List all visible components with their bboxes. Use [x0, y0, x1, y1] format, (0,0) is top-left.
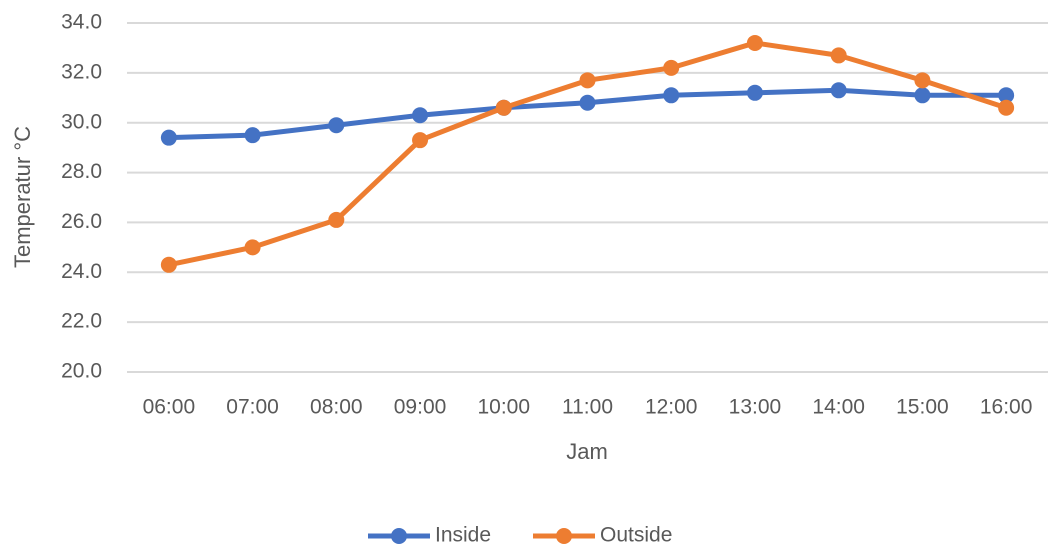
y-tick-label: 20.0	[61, 360, 102, 383]
data-point	[495, 99, 512, 116]
x-tick-label: 08:00	[310, 396, 363, 419]
x-tick-label: 07:00	[226, 396, 279, 419]
data-point	[830, 82, 847, 99]
x-tick-label: 15:00	[896, 396, 949, 419]
data-point	[998, 87, 1015, 104]
x-tick-label: 13:00	[729, 396, 782, 419]
data-point	[412, 107, 429, 124]
data-point	[914, 87, 931, 104]
data-point	[914, 72, 931, 89]
data-point	[663, 87, 680, 104]
data-point	[830, 47, 847, 64]
x-tick-label: 14:00	[812, 396, 865, 419]
data-point	[328, 117, 345, 134]
y-tick-label: 32.0	[61, 60, 102, 83]
y-tick-label: 30.0	[61, 110, 102, 133]
data-point	[663, 59, 680, 76]
y-tick-label: 26.0	[61, 210, 102, 233]
data-point	[160, 129, 177, 146]
x-axis-title: Jam	[566, 439, 608, 464]
data-point	[244, 239, 261, 256]
y-tick-label: 22.0	[61, 310, 102, 333]
data-point	[244, 127, 261, 144]
x-tick-label: 11:00	[562, 396, 613, 419]
legend-marker	[391, 528, 407, 544]
data-point	[579, 72, 596, 89]
data-point	[412, 132, 429, 149]
x-tick-label: 16:00	[980, 396, 1033, 419]
y-tick-label: 28.0	[61, 160, 102, 183]
data-point	[998, 99, 1015, 116]
legend-marker	[556, 528, 572, 544]
legend-label: Inside	[435, 524, 491, 547]
x-tick-label: 06:00	[143, 396, 196, 419]
data-point	[160, 256, 177, 273]
x-tick-label: 12:00	[645, 396, 698, 419]
data-point	[746, 34, 763, 51]
data-point	[328, 211, 345, 228]
y-tick-label: 24.0	[61, 260, 102, 283]
data-point	[746, 84, 763, 101]
legend-label: Outside	[600, 524, 672, 547]
x-tick-label: 10:00	[477, 396, 530, 419]
y-tick-label: 34.0	[61, 11, 102, 34]
x-tick-label: 09:00	[394, 396, 447, 419]
data-point	[579, 94, 596, 111]
y-axis-title: Temperatur °C	[10, 126, 35, 268]
